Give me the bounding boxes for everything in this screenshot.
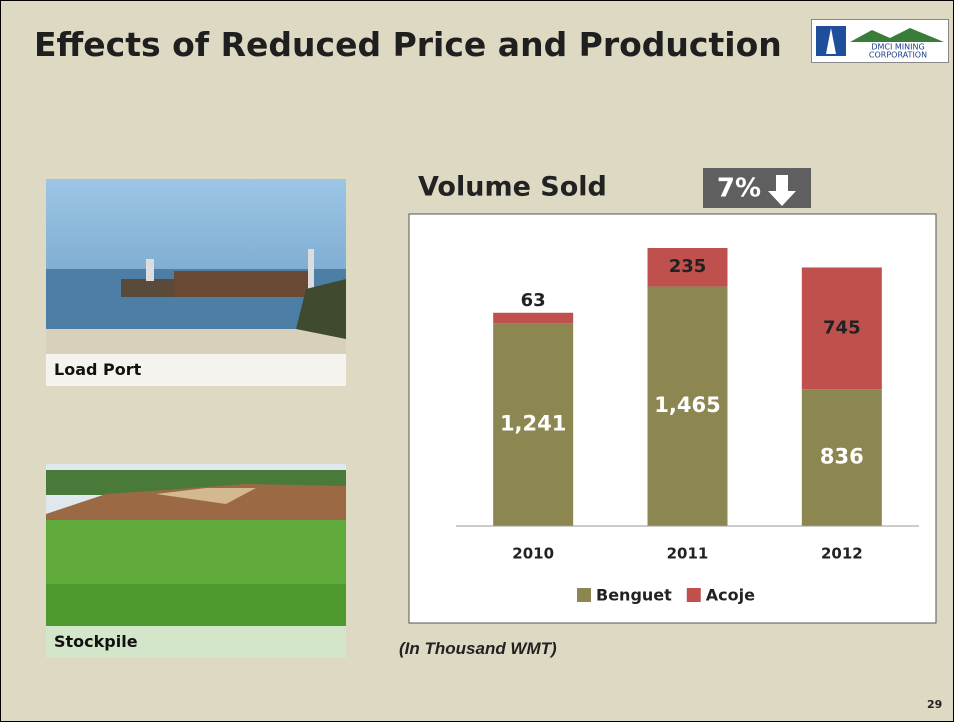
data-label: 1,465 xyxy=(654,393,720,417)
data-label: 235 xyxy=(669,256,707,277)
bar-segment xyxy=(493,313,573,323)
data-label: 1,241 xyxy=(500,412,566,436)
badge-text: 7% xyxy=(717,174,761,204)
legend-label: Benguet xyxy=(596,586,672,605)
x-tick-label: 2011 xyxy=(667,545,709,563)
chart: Volume Sold 7% 1,241 63 2010 1,465 235 2011 83… xyxy=(1,1,953,721)
x-tick-label: 2010 xyxy=(512,545,554,563)
x-tick-label: 2012 xyxy=(821,545,863,563)
legend-swatch xyxy=(687,588,701,602)
data-label: 63 xyxy=(521,290,546,311)
slide: Effects of Reduced Price and Production … xyxy=(0,0,954,722)
data-label: 745 xyxy=(823,317,861,338)
data-label: 836 xyxy=(820,445,864,469)
unit-note: (In Thousand WMT) xyxy=(399,639,557,659)
chart-title: Volume Sold xyxy=(418,172,607,203)
legend-swatch xyxy=(577,588,591,602)
legend-label: Acoje xyxy=(706,586,755,605)
page-number: 29 xyxy=(927,698,942,711)
